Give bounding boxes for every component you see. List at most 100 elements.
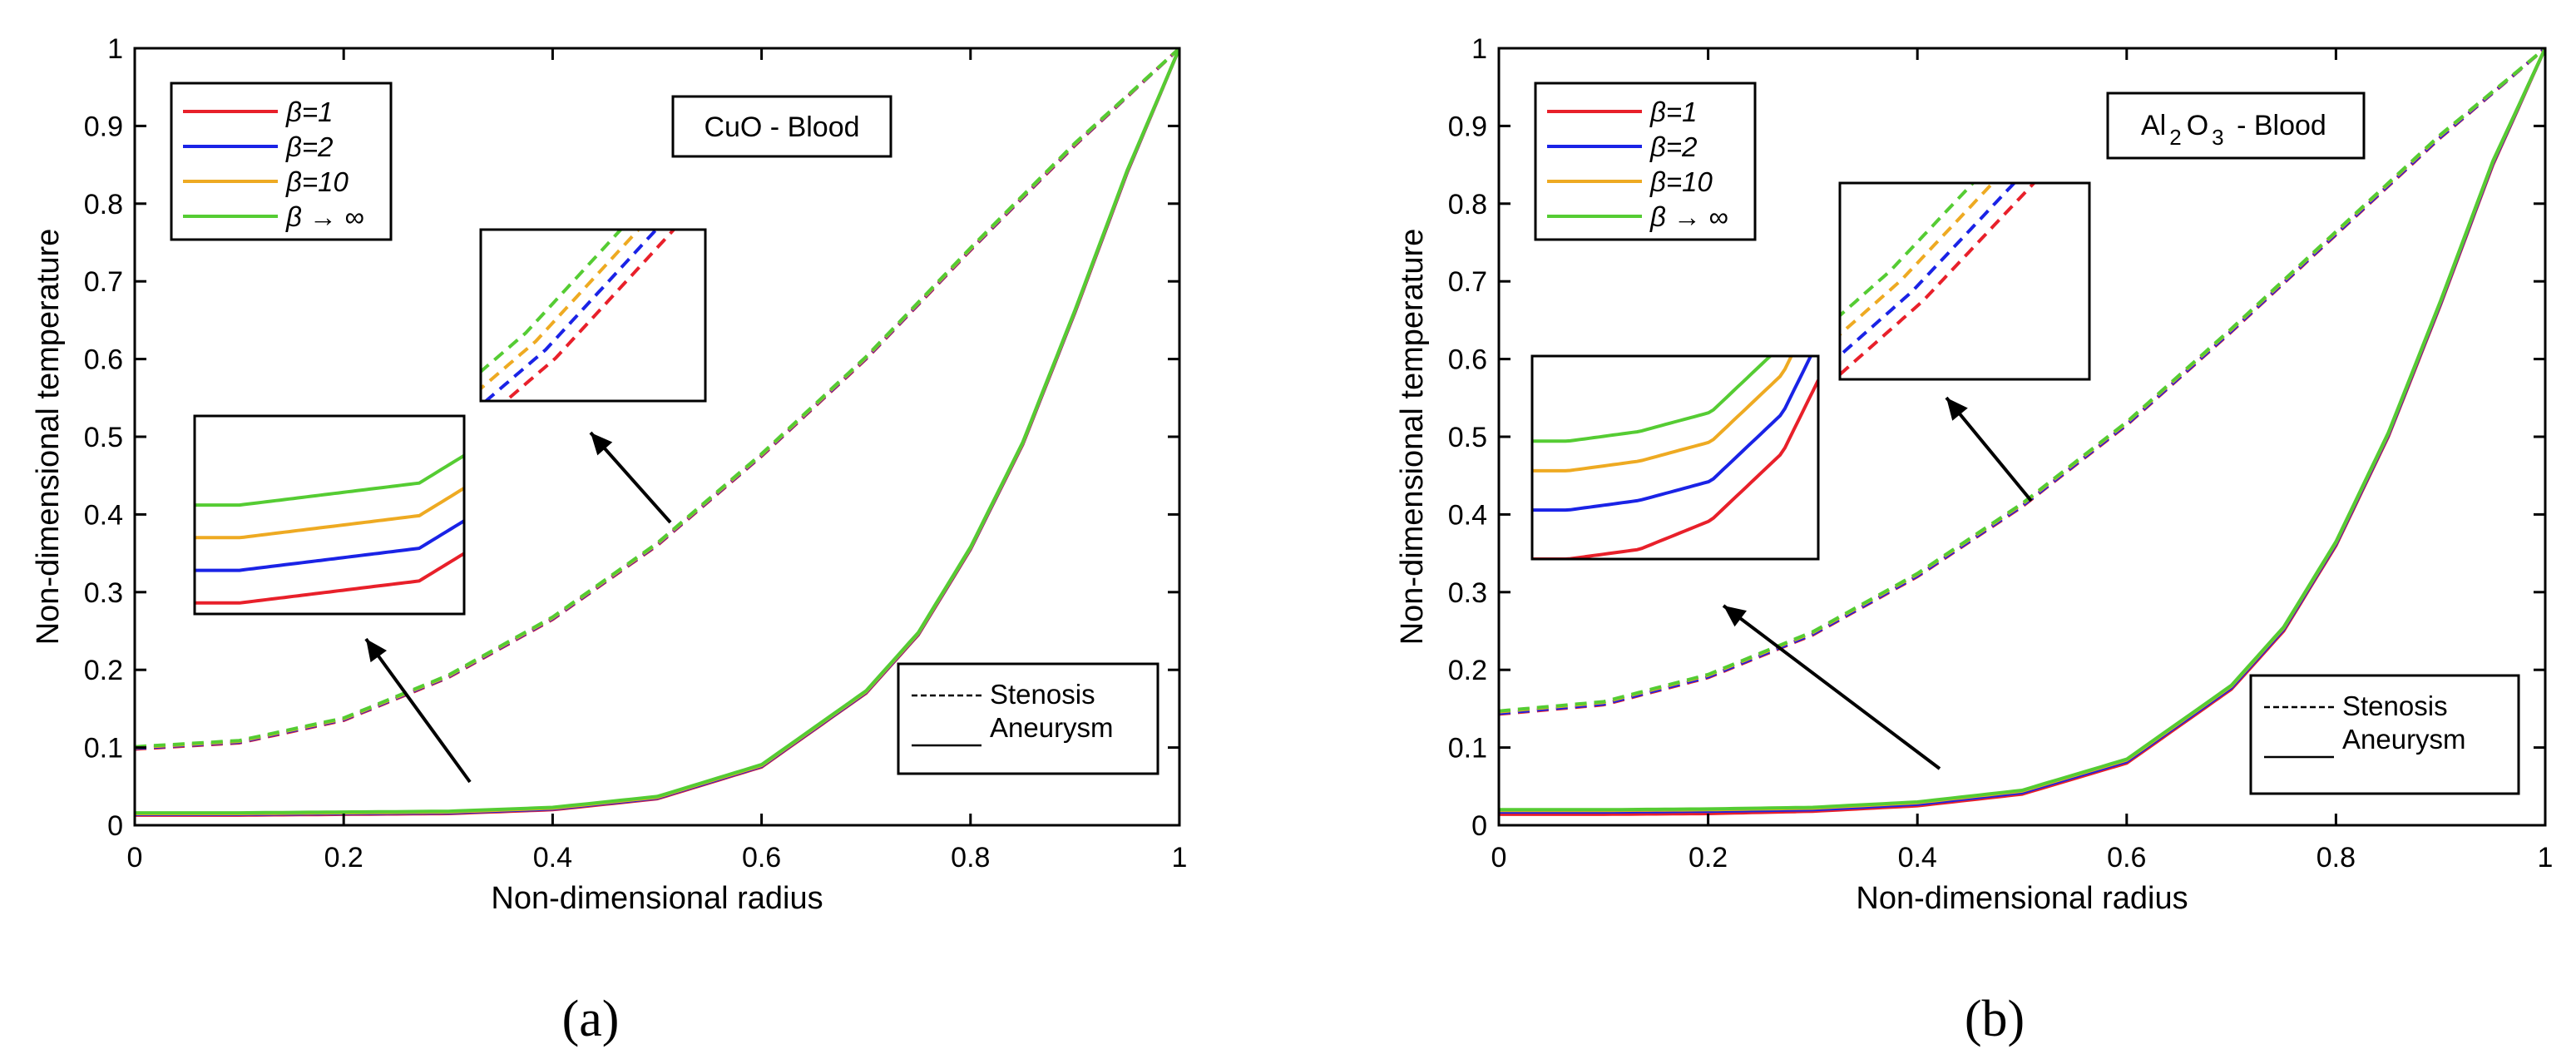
y-tick-label: 0.3	[1448, 577, 1487, 609]
inset-frame	[479, 228, 707, 403]
inset-background	[1840, 183, 2089, 379]
legend-stenosis-label: Stenosis	[2342, 690, 2448, 721]
plot-area	[135, 48, 1179, 817]
material-label-part: 2	[2169, 125, 2181, 150]
beta-legend-box	[1534, 82, 1757, 241]
x-tick-label: 0.6	[742, 842, 781, 873]
material-label-box	[671, 95, 892, 158]
x-tick-label: 0.4	[1898, 842, 1937, 873]
inset-arrow-head	[1946, 398, 1968, 421]
inset-arrow	[364, 637, 472, 784]
x-axis-label: Non-dimensional radius	[491, 881, 823, 916]
inset-arrow	[1722, 604, 1941, 770]
y-tick-label: 0.7	[84, 266, 123, 298]
legend-entry-0: β=1	[1649, 97, 1697, 127]
series-line-aneurysm-3	[135, 48, 1179, 815]
y-tick-label: 0.9	[1448, 111, 1487, 142]
material-label: CuO - Blood	[704, 111, 859, 143]
inset-curve-3	[481, 230, 624, 374]
inset-curve-2	[1532, 356, 1793, 473]
y-tick-label: 0	[107, 810, 123, 842]
y-tick-label: 0.4	[84, 499, 123, 531]
material-label: Al 2 O 3 - Blood	[2141, 110, 2326, 150]
inset-curve-0	[195, 552, 464, 605]
inset-curve-2	[481, 230, 641, 391]
x-tick-label: 0	[1491, 842, 1507, 873]
inset-arrow-head	[366, 639, 387, 663]
y-tick-label: 1	[1471, 33, 1487, 65]
plot-area	[1499, 48, 2545, 816]
material-label-part: - Blood	[2229, 110, 2326, 141]
legend-entry-2: β=10	[1649, 166, 1713, 197]
y-tick-label: 0.4	[1448, 499, 1487, 531]
material-label-box	[2106, 92, 2366, 160]
y-tick-label: 0.6	[1448, 344, 1487, 376]
x-tick-label: 0.2	[324, 842, 363, 873]
inset-curve-1	[1532, 356, 1813, 512]
legend-entry-1: β=2	[285, 131, 333, 162]
legend-entry-3: β → ∞	[1649, 201, 1728, 232]
inset-curve-1	[483, 230, 659, 401]
series-line-stenosis-3	[135, 48, 1179, 749]
inset-curve-0	[1532, 379, 1818, 559]
inset-stenosis-zoom	[1838, 181, 2091, 502]
inset-background	[195, 416, 464, 614]
y-tick-label: 1	[107, 33, 123, 65]
inset-arrow-head	[591, 433, 613, 456]
x-axis-label: Non-dimensional radius	[1856, 881, 2188, 916]
legend-aneurysm-label: Aneurysm	[2342, 724, 2466, 755]
beta-legend-box	[170, 82, 393, 241]
inset-background	[1532, 356, 1818, 559]
inset-curve-3	[1532, 356, 1773, 443]
x-tick-label: 0	[127, 842, 143, 873]
series-line-aneurysm-3	[1499, 48, 2545, 812]
inset-frame	[193, 414, 466, 616]
style-legend-box	[2249, 674, 2520, 795]
x-tick-label: 1	[2538, 842, 2554, 873]
y-tick-label: 0.6	[84, 344, 123, 376]
y-tick-label: 0.5	[1448, 422, 1487, 453]
inset-curve-2	[195, 487, 464, 540]
panel-a: 0 0.2 0.4 0.6 0.8 1 0 0.1 0.2 0.3 0.4 0.5 0.6 0.7 0.8 0…	[31, 33, 1187, 916]
inset-curve-3	[195, 453, 464, 507]
panel-b: 0 0.2 0.4 0.6 0.8 1 0 0.1 0.2 0.3 0.4 0.5 0.6 0.7 0.8 0…	[1395, 33, 2553, 916]
x-tick-label: 0.4	[533, 842, 572, 873]
inset-aneurysm-zoom	[1530, 354, 1941, 770]
inset-frame	[1530, 354, 1820, 561]
y-tick-label: 0.2	[1448, 655, 1487, 686]
inset-curve-1	[195, 519, 464, 572]
x-tick-label: 0.8	[951, 842, 990, 873]
x-tick-label: 0.6	[2107, 842, 2146, 873]
x-tick-label: 0.2	[1688, 842, 1728, 873]
y-tick-label: 0.3	[84, 577, 123, 609]
x-tick-label: 0.8	[2316, 842, 2356, 873]
inset-stenosis-zoom	[479, 228, 707, 524]
y-tick-label: 0	[1471, 810, 1487, 842]
series-line-stenosis-3	[1499, 48, 2545, 713]
legend-stenosis-label: Stenosis	[990, 679, 1095, 710]
style-legend-box	[897, 662, 1159, 775]
y-axis-label: Non-dimensional temperature	[1395, 229, 1430, 646]
x-tick-label: 1	[1172, 842, 1188, 873]
y-tick-label: 0.2	[84, 655, 123, 686]
panel-a-caption: (a)	[562, 991, 620, 1047]
y-tick-label: 0.9	[84, 111, 123, 142]
y-tick-label: 0.7	[1448, 266, 1487, 298]
material-label-part: O	[2187, 110, 2208, 141]
y-axis-label: Non-dimensional temperature	[31, 229, 66, 646]
inset-aneurysm-zoom	[193, 414, 472, 784]
legend-entry-3: β → ∞	[285, 201, 364, 232]
material-label-part: Al	[2141, 110, 2166, 141]
inset-frame	[1838, 181, 2091, 381]
y-tick-label: 0.5	[84, 422, 123, 453]
y-tick-label: 0.8	[1448, 189, 1487, 220]
legend-aneurysm-label: Aneurysm	[990, 712, 1114, 743]
legend-entry-0: β=1	[285, 97, 333, 127]
material-label-part: 3	[2212, 125, 2223, 150]
legend-entry-1: β=2	[1649, 131, 1697, 162]
inset-arrow-head	[1723, 606, 1747, 627]
y-tick-label: 0.1	[1448, 733, 1487, 765]
inset-curve-0	[502, 230, 676, 401]
y-tick-label: 0.1	[84, 733, 123, 765]
